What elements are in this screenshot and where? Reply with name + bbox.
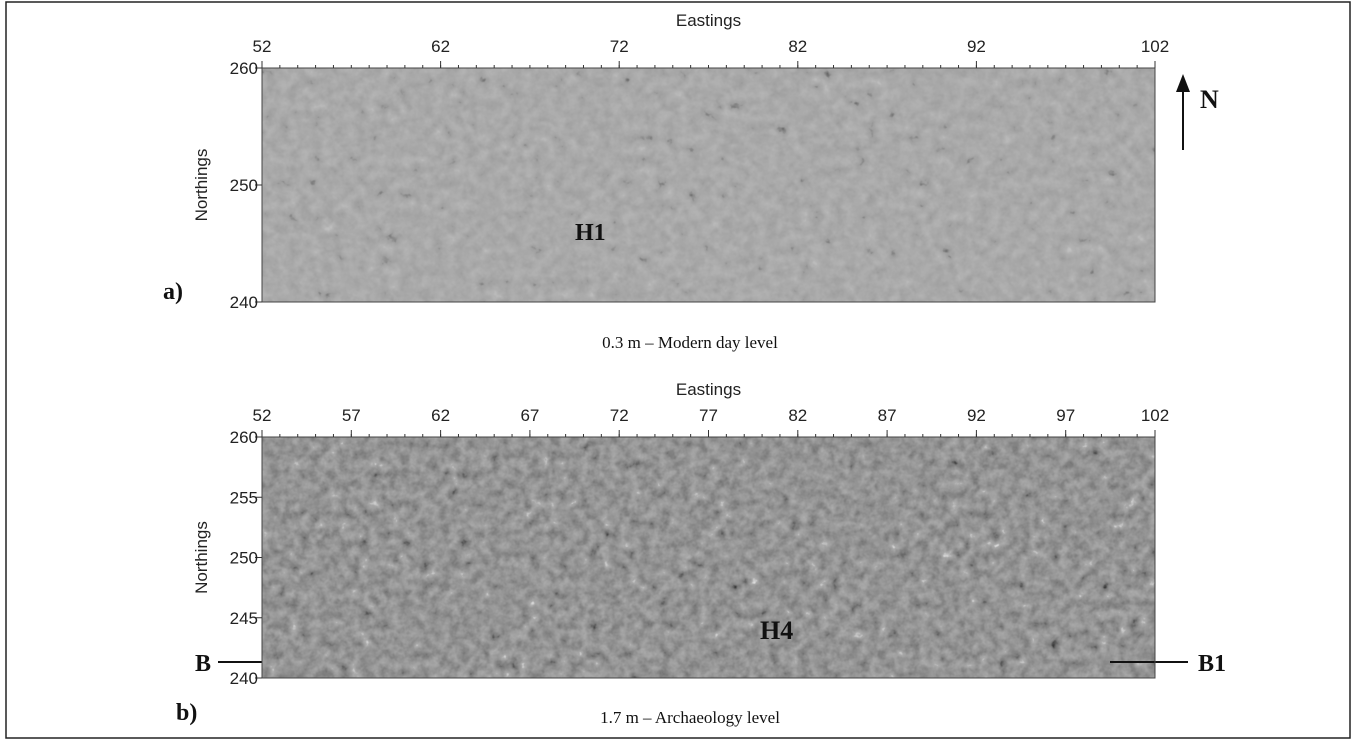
x-tick-label: 62 — [431, 37, 450, 56]
y-axis-label: Northings — [192, 521, 211, 594]
x-tick-label: 62 — [431, 406, 450, 425]
north-label: N — [1200, 85, 1219, 114]
section-label: B — [195, 651, 211, 677]
y-tick-label: 240 — [230, 293, 258, 312]
x-tick-label: 57 — [342, 406, 361, 425]
y-tick-label: 260 — [230, 428, 258, 447]
gpr-image — [262, 68, 1155, 302]
y-tick-label: 240 — [230, 669, 258, 688]
north-arrow-head — [1176, 74, 1190, 92]
y-tick-label: 260 — [230, 59, 258, 78]
x-tick-label: 72 — [610, 406, 629, 425]
gpr-image — [262, 437, 1155, 678]
x-tick-label: 102 — [1141, 406, 1169, 425]
x-tick-label: 82 — [788, 406, 807, 425]
x-tick-label: 92 — [967, 406, 986, 425]
feature-label: H1 — [575, 220, 606, 246]
x-tick-label: 102 — [1141, 37, 1169, 56]
x-tick-label: 92 — [967, 37, 986, 56]
caption: 0.3 m – Modern day level — [602, 333, 778, 352]
x-axis-label: Eastings — [676, 380, 741, 399]
frame — [5, 1, 1351, 739]
x-axis-label: Eastings — [676, 11, 741, 30]
feature-label: H4 — [760, 616, 793, 645]
x-tick-label: 77 — [699, 406, 718, 425]
x-tick-label: 72 — [610, 37, 629, 56]
x-tick-label: 82 — [788, 37, 807, 56]
x-tick-label: 97 — [1056, 406, 1075, 425]
caption: 1.7 m – Archaeology level — [600, 708, 780, 727]
panel-letter: a) — [163, 279, 183, 305]
y-tick-label: 245 — [230, 609, 258, 628]
x-tick-label: 52 — [253, 406, 272, 425]
panel-letter: b) — [176, 700, 197, 726]
x-tick-label: 67 — [520, 406, 539, 425]
x-tick-label: 52 — [253, 37, 272, 56]
y-tick-label: 255 — [230, 488, 258, 507]
x-tick-label: 87 — [878, 406, 897, 425]
section-label: B1 — [1198, 651, 1226, 677]
y-tick-label: 250 — [230, 549, 258, 568]
y-axis-label: Northings — [192, 149, 211, 222]
y-tick-label: 250 — [230, 176, 258, 195]
